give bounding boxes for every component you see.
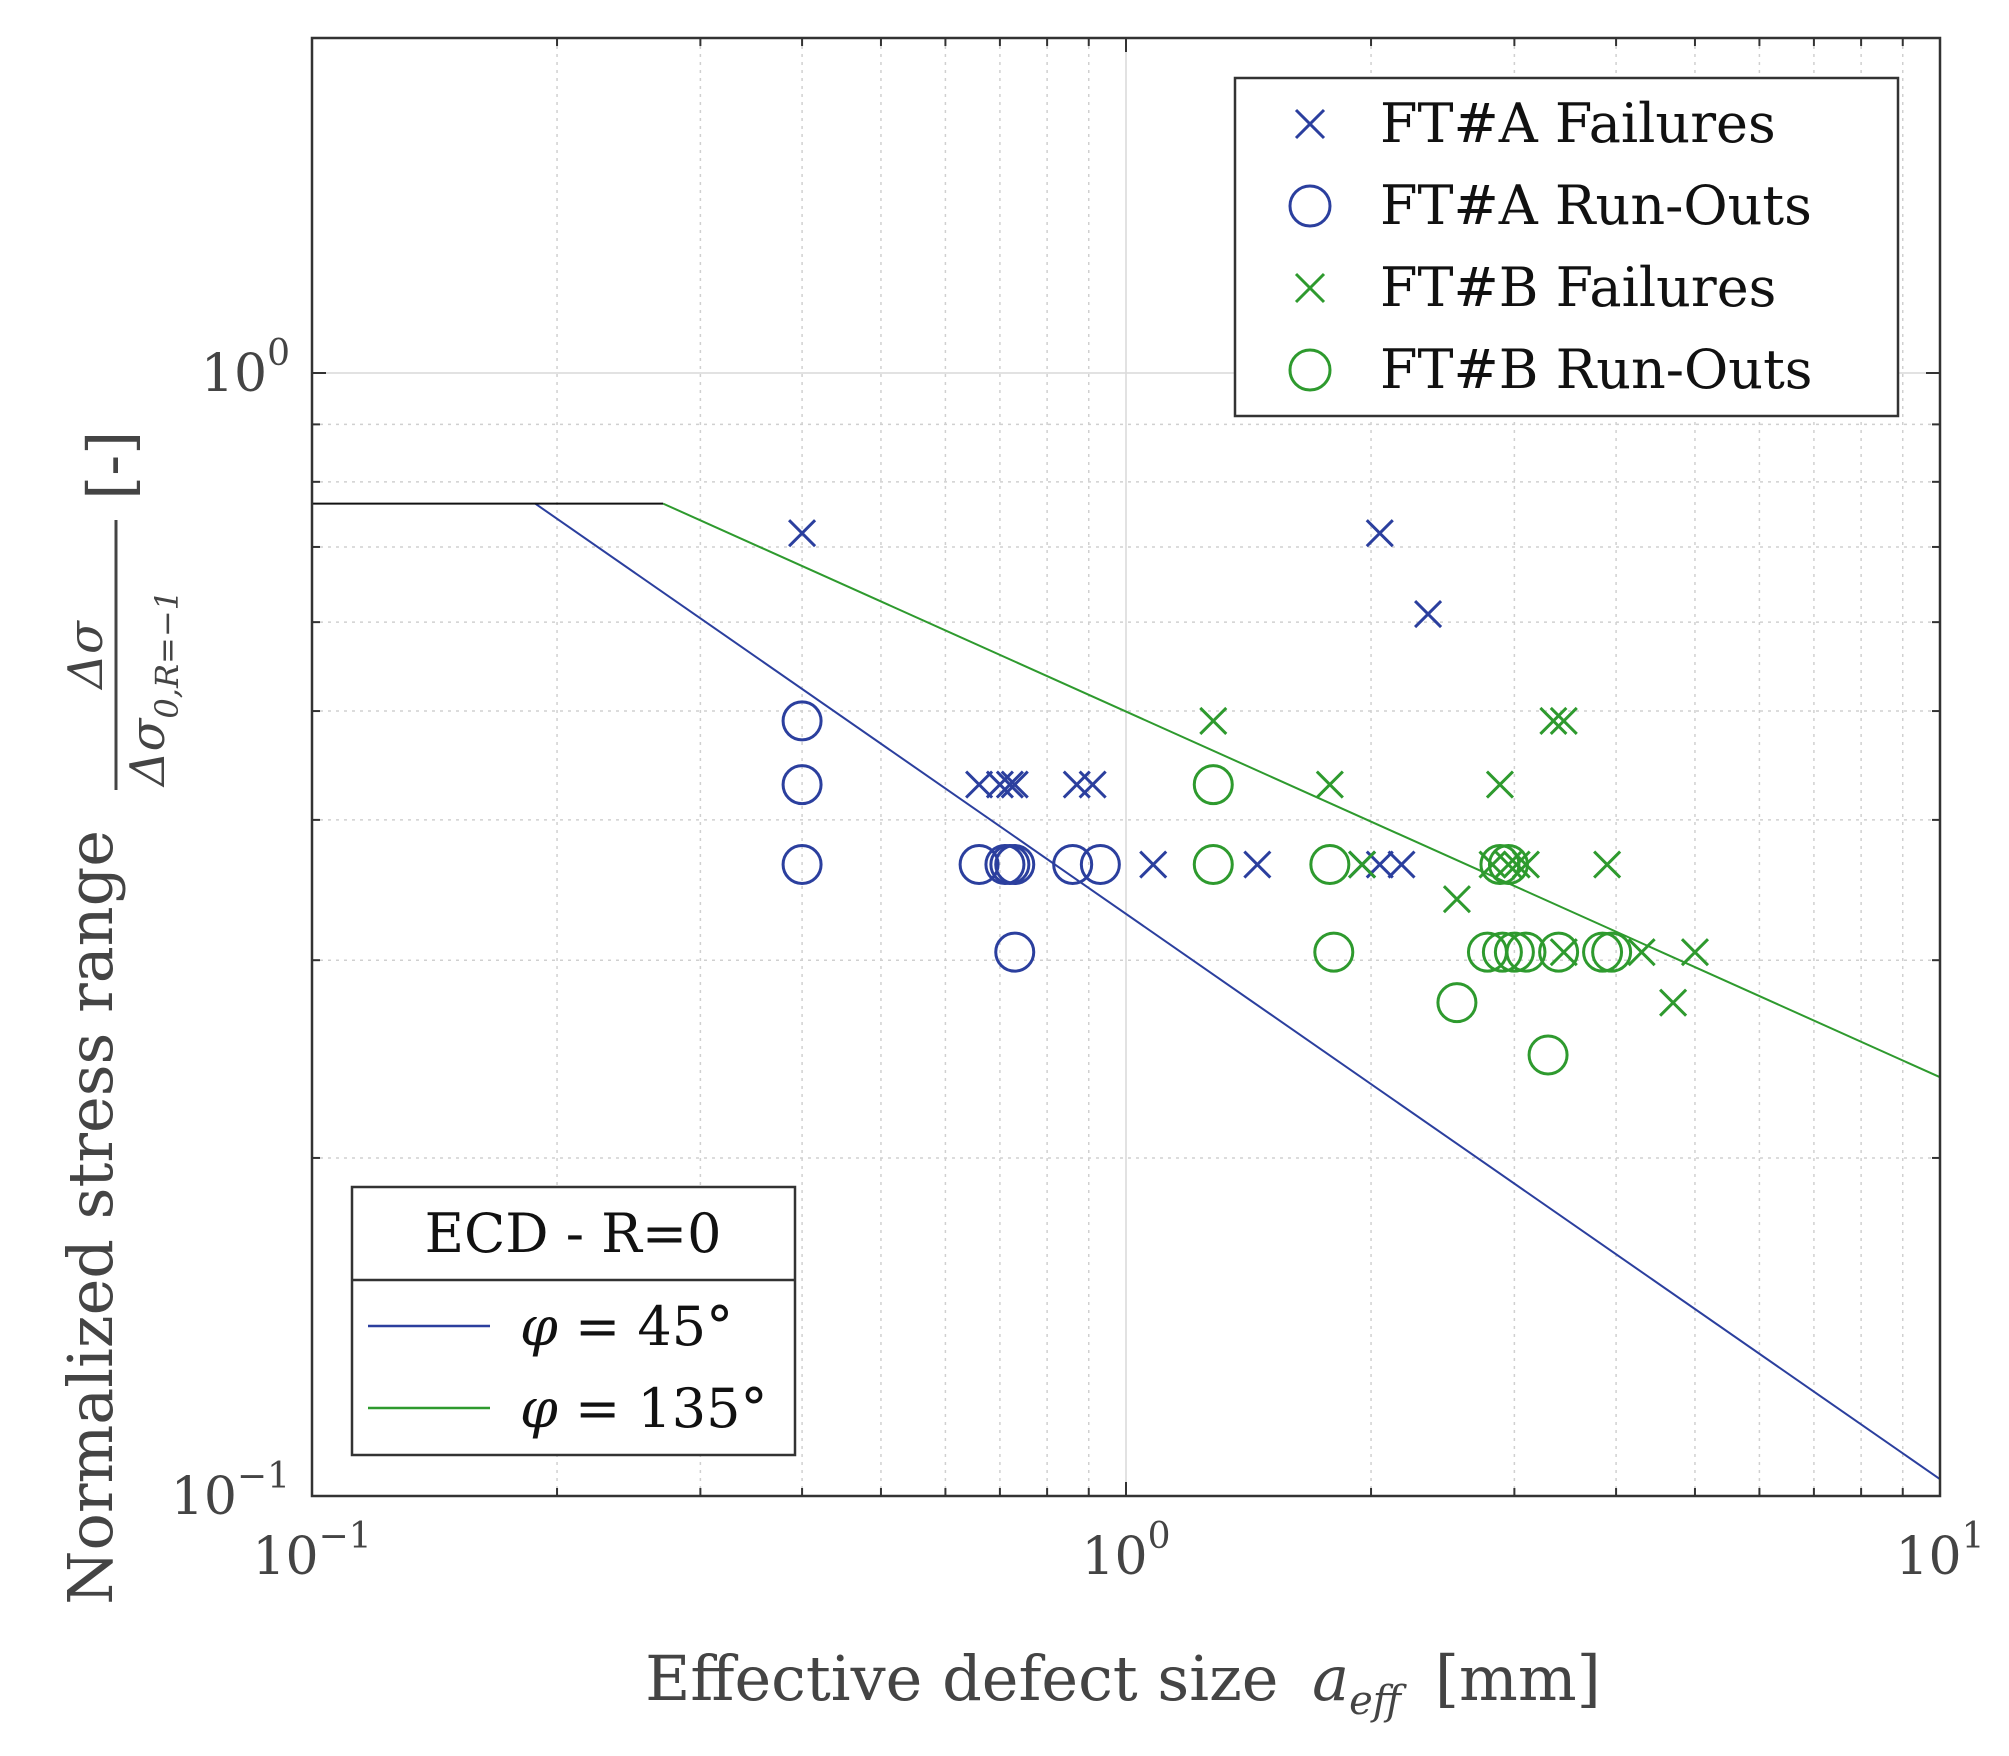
legend-lines-box xyxy=(350,1185,797,1457)
legend-entry-phi-135: φ = 135° xyxy=(368,1377,767,1440)
x-marker-s2-p2 xyxy=(1549,706,1578,735)
o-marker-s3-p14 xyxy=(1527,1034,1569,1076)
x-marker-s2-p15 xyxy=(1659,988,1688,1017)
legend-lines: ECD - R=0 φ = 45° φ = 135° xyxy=(350,1185,797,1457)
x-marker-s0-p5 xyxy=(995,770,1024,799)
legend-label-phi-135: φ = 135° xyxy=(520,1377,767,1440)
x-marker-s2-p12 xyxy=(1549,938,1578,967)
data-markers xyxy=(781,519,1710,1076)
x-marker-s0-p7 xyxy=(1062,770,1091,799)
y-axis-label-unit: [-] xyxy=(74,431,147,500)
o-marker-s1-p1 xyxy=(781,764,823,806)
x-marker-s0-p0 xyxy=(788,519,817,548)
o-marker-s3-p7 xyxy=(1481,931,1523,973)
x-marker-s2-p10 xyxy=(1593,850,1622,879)
o-marker-s3-p5 xyxy=(1313,931,1355,973)
axis-ticks xyxy=(311,38,1941,1497)
o-marker-s3-p9 xyxy=(1505,931,1547,973)
legend-label-ft-b-runouts: FT#B Run-Outs xyxy=(1380,338,1813,401)
x-marker-s2-p1 xyxy=(1539,706,1568,735)
o-marker-s3-p4 xyxy=(1487,844,1529,886)
y-axis-label-denominator: Δσ0,R=−1 xyxy=(120,590,186,788)
x-marker-s2-p3 xyxy=(1315,770,1344,799)
o-marker-s1-p9 xyxy=(994,931,1036,973)
x-tick-label: 100 xyxy=(1081,1516,1170,1587)
o-marker-s3-p13 xyxy=(1436,982,1478,1024)
y-axis-label: Normalized stress range Δσ Δσ0,R=−1 [-] xyxy=(54,431,186,1605)
x-marker-s0-p4 xyxy=(985,770,1014,799)
legend-entry-phi-45: φ = 45° xyxy=(368,1295,733,1358)
x-marker-s0-p9 xyxy=(1139,850,1168,879)
x-marker-s2-p11 xyxy=(1442,885,1471,914)
y-tick-label: 100 xyxy=(201,333,290,404)
o-marker-s3-p11 xyxy=(1582,931,1624,973)
y-axis-label-numerator: Δσ xyxy=(58,620,114,691)
o-marker-s1-p6 xyxy=(994,844,1036,886)
o-marker-s1-p3 xyxy=(958,844,1000,886)
x-marker-s0-p8 xyxy=(1078,770,1107,799)
legend-entry-ft-b-failures: FT#B Failures xyxy=(1294,256,1776,319)
legend-entry-ft-a-failures: FT#A Failures xyxy=(1294,92,1776,155)
legend-x-marker-green xyxy=(1294,272,1326,304)
legend-label-ft-b-failures: FT#B Failures xyxy=(1380,256,1776,319)
legend-label-phi-45: φ = 45° xyxy=(520,1295,733,1358)
x-marker-s0-p10 xyxy=(1243,850,1272,879)
x-marker-s2-p4 xyxy=(1485,770,1515,799)
fit-lines xyxy=(312,502,1941,1481)
x-tick-label: 10−1 xyxy=(252,1516,371,1587)
x-axis-label-unit: [mm] xyxy=(1435,1642,1601,1715)
x-marker-s0-p13 xyxy=(1387,850,1416,879)
o-marker-s3-p3 xyxy=(1479,844,1521,886)
tick-labels: 10−1 100 101 10−1 100 xyxy=(171,333,1985,1587)
y-axis-label-text: Normalized stress range xyxy=(54,830,127,1605)
x-marker-s2-p13 xyxy=(1627,938,1656,967)
o-marker-s1-p7 xyxy=(1052,844,1094,886)
o-marker-s1-p2 xyxy=(781,844,823,886)
legend-label-ft-a-failures: FT#A Failures xyxy=(1380,92,1776,155)
o-marker-s3-p12 xyxy=(1591,931,1633,973)
legend-o-marker-blue xyxy=(1288,184,1332,228)
x-marker-s0-p2 xyxy=(1413,600,1443,629)
legend-main-box xyxy=(1233,76,1900,418)
legend-entry-ft-a-runouts: FT#A Run-Outs xyxy=(1288,174,1812,237)
legend-x-marker-blue xyxy=(1294,108,1326,140)
legend-label-ft-a-runouts: FT#A Run-Outs xyxy=(1380,174,1812,237)
o-marker-s1-p8 xyxy=(1079,844,1121,886)
x-marker-s0-p6 xyxy=(1000,770,1029,799)
x-axis-label-symbol: a xyxy=(1312,1642,1349,1715)
x-marker-s2-p0 xyxy=(1199,706,1228,735)
legend-o-marker-green xyxy=(1288,348,1332,392)
o-marker-s3-p10 xyxy=(1538,931,1580,973)
x-axis-label: Effective defect size aeff [mm] xyxy=(645,1642,1601,1729)
legend-main: FT#A Failures FT#A Run-Outs FT#B Failure… xyxy=(1233,76,1900,418)
o-marker-s1-p0 xyxy=(781,700,823,742)
legend-lines-title: ECD - R=0 xyxy=(425,1202,722,1265)
o-marker-s3-p2 xyxy=(1309,844,1351,886)
y-axis-label-fraction: Δσ Δσ0,R=−1 xyxy=(58,520,186,790)
legend-entry-ft-b-runouts: FT#B Run-Outs xyxy=(1288,338,1813,401)
o-marker-s3-p8 xyxy=(1493,931,1535,973)
x-axis-label-subscript: eff xyxy=(1349,1678,1408,1724)
x-tick-label: 101 xyxy=(1895,1516,1984,1587)
x-marker-s0-p3 xyxy=(965,770,994,799)
o-marker-s3-p1 xyxy=(1192,844,1234,886)
x-axis-label-text: Effective defect size xyxy=(645,1642,1278,1715)
fit-line-0 xyxy=(534,502,1941,1481)
x-marker-s2-p14 xyxy=(1680,938,1710,967)
x-marker-s2-p5 xyxy=(1348,850,1377,879)
o-marker-s3-p0 xyxy=(1192,764,1234,806)
fit-line-1 xyxy=(662,502,1941,1079)
x-marker-s0-p1 xyxy=(1365,519,1394,548)
y-tick-label: 10−1 xyxy=(171,1456,290,1527)
